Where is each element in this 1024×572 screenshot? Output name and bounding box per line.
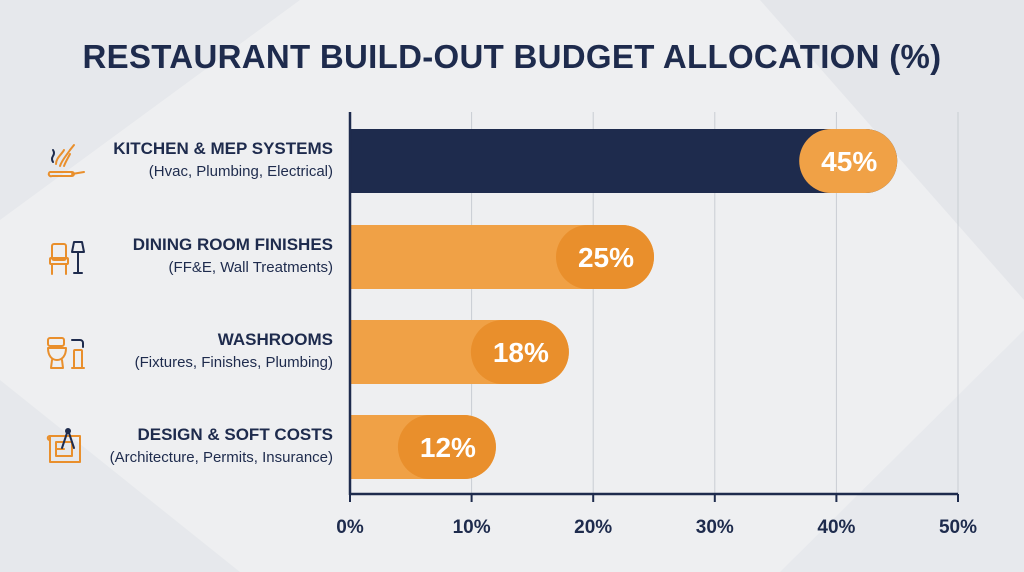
chair-lamp-icon [49,241,85,275]
category-subtitle: (Hvac, Plumbing, Electrical) [148,163,333,180]
category-subtitle: (Architecture, Permits, Insurance) [109,449,333,466]
category-name: DINING ROOM FINISHES [132,235,333,254]
category-name: DESIGN & SOFT COSTS [137,425,333,444]
category-name: WASHROOMS [217,330,333,349]
bar-value-label: 12% [420,432,476,463]
x-tick-label: 20% [574,517,612,538]
bar-value-label: 45% [821,146,877,177]
x-tick-label: 40% [817,517,855,538]
x-tick-label: 50% [939,517,977,538]
toilet-faucet-icon [47,337,85,369]
bar-body [350,129,898,193]
bar-value-tab [470,320,569,384]
category-subtitle: (Fixtures, Finishes, Plumbing) [134,354,333,371]
bar [350,415,496,479]
chart-title: RESTAURANT BUILD-OUT BUDGET ALLOCATION (… [82,38,942,75]
category-name: KITCHEN & MEP SYSTEMS [113,139,333,158]
bar-value-label: 25% [578,242,634,273]
x-tick-label: 10% [453,517,491,538]
bar [350,320,569,384]
bar [350,129,898,193]
bar-value-tab [556,225,654,289]
bar [350,225,654,289]
category-subtitle: (FF&E, Wall Treatments) [168,259,333,276]
blueprint-compass-icon [46,428,81,463]
x-tick-label: 30% [696,517,734,538]
bar-value-label: 18% [493,337,549,368]
bar-value-tab [397,415,496,479]
x-tick-label: 0% [336,517,364,538]
whisk-pan-icon [47,144,85,178]
bar-value-tab [799,129,898,193]
